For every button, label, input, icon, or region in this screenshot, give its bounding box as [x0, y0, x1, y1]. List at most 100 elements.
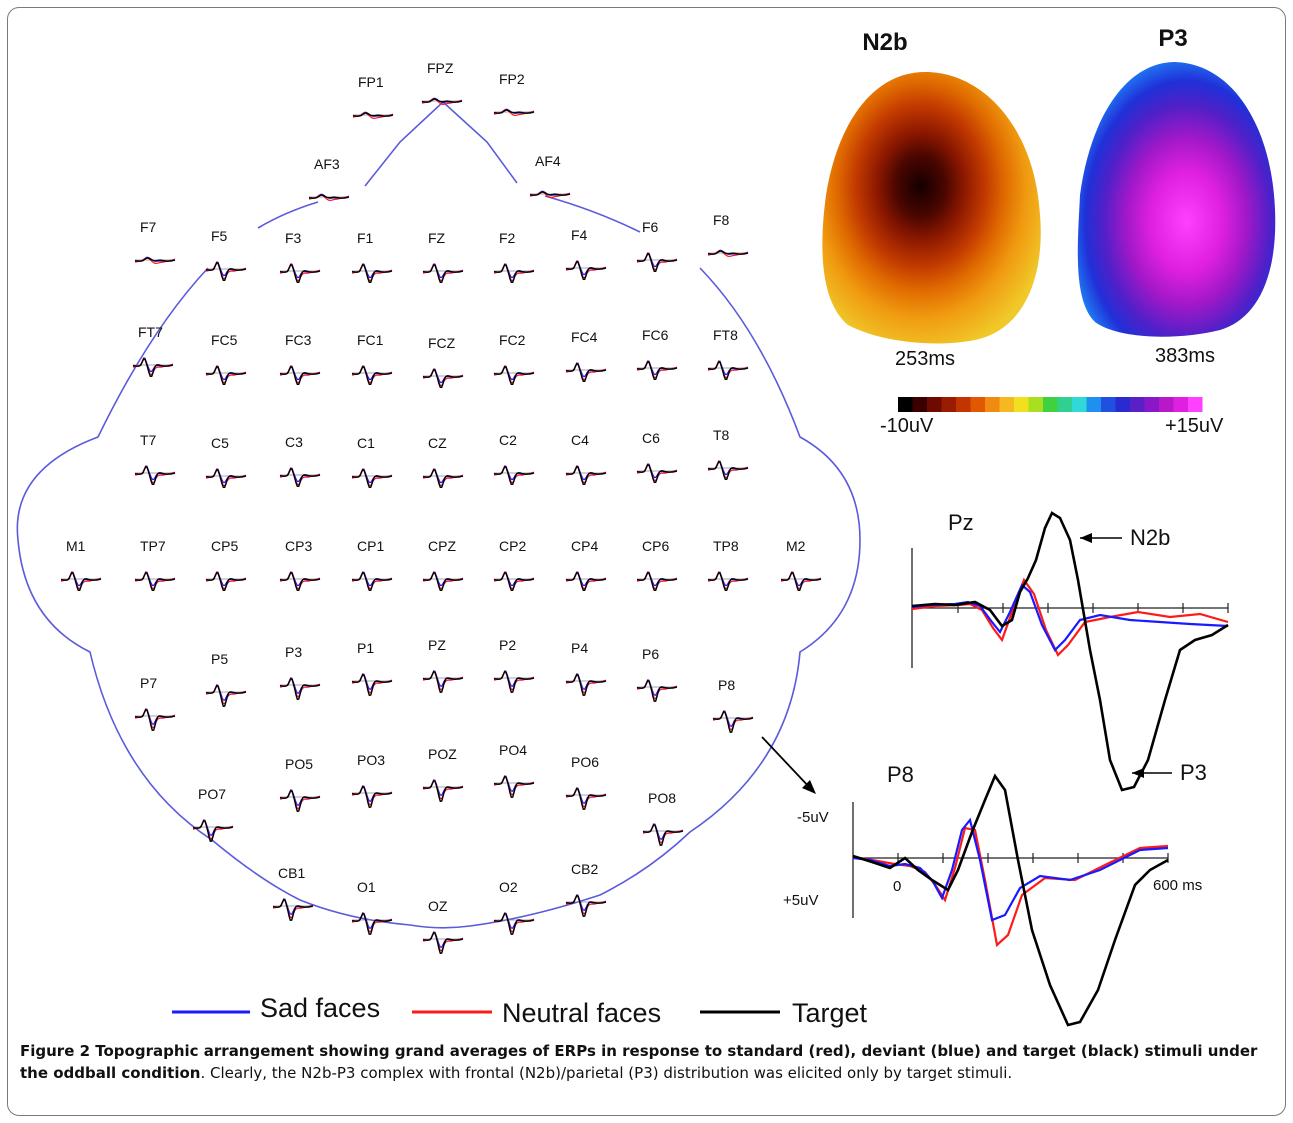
- electrode-target-trace: [493, 571, 535, 591]
- electrode-target-trace: [565, 787, 607, 810]
- electrode-label: CPZ: [428, 538, 456, 554]
- figure-caption: Figure 2 Topographic arrangement showing…: [20, 1040, 1270, 1084]
- electrode-fp1: FP1: [352, 74, 394, 120]
- electrode-target-trace: [636, 463, 678, 483]
- electrode-target-trace: [707, 571, 749, 591]
- electrode-pz: PZ: [422, 637, 464, 693]
- electrode-label: M1: [66, 538, 86, 554]
- electrode-label: C6: [642, 430, 660, 446]
- electrode-cpz: CPZ: [422, 538, 464, 591]
- electrode-label: CP3: [285, 538, 312, 554]
- electrode-c2: C2: [493, 432, 535, 485]
- electrode-p6: P6: [636, 646, 678, 702]
- caption-title: Figure 2 Topographic arrangement showing…: [20, 1042, 1258, 1082]
- electrode-target-trace: [565, 571, 607, 591]
- electrode-label: F1: [357, 230, 374, 246]
- electrode-label: T7: [140, 432, 157, 448]
- electrode-cb1: CB1: [272, 865, 314, 921]
- legend-label-neutral: Neutral faces: [502, 998, 661, 1028]
- n2b-arrowhead: [1080, 533, 1092, 543]
- electrode-target-trace: [279, 571, 321, 591]
- electrode-o1: O1: [351, 879, 393, 935]
- electrode-f3: F3: [279, 230, 321, 283]
- electrode-target-trace: [132, 357, 174, 377]
- p8-x-start-label: 0: [893, 878, 901, 895]
- electrode-target-trace: [565, 362, 607, 382]
- electrode-cb2: CB2: [565, 861, 607, 917]
- electrode-target-trace: [422, 368, 464, 388]
- electrode-label: PO3: [357, 752, 385, 768]
- electrode-target-trace: [493, 670, 535, 693]
- electrode-fc3: FC3: [279, 332, 321, 385]
- electrode-f8: F8: [707, 212, 749, 258]
- color-scale-swatch: [1115, 397, 1130, 412]
- electrode-target-trace: [205, 684, 247, 707]
- electrode-label: FT7: [138, 324, 163, 340]
- electrode-label: FT8: [713, 327, 738, 343]
- color-scale-min-label: -10uV: [880, 415, 934, 437]
- p8-y-bottom-label: +5uV: [783, 892, 818, 909]
- electrode-target-trace: [636, 360, 678, 380]
- electrode-label: P3: [285, 644, 302, 660]
- electrode-c6: C6: [636, 430, 678, 483]
- electrode-target-trace: [272, 898, 314, 921]
- electrode-label: CP6: [642, 538, 669, 554]
- p8-connector-arrow: [761, 736, 813, 791]
- electrode-target-trace: [565, 465, 607, 485]
- electrode-fz: FZ: [422, 230, 464, 283]
- electrode-target-trace: [351, 673, 393, 696]
- electrode-target-trace: [134, 465, 176, 485]
- electrode-fpz: FPZ: [421, 60, 463, 106]
- electrode-p3: P3: [279, 644, 321, 700]
- electrode-p8: P8: [712, 677, 754, 733]
- electrode-label: PO8: [648, 790, 676, 806]
- electrode-target-trace: [134, 257, 176, 262]
- electrode-grid: FP1 FPZ FP2 AF3 AF4 F7 F5 F3 F1 FZ F2 F4 F6 F8 FT7 FC5 F…: [60, 60, 822, 954]
- pz-neutral-trace: [911, 577, 1229, 657]
- color-scale-swatch: [1043, 397, 1058, 412]
- p8-y-top-label: -5uV: [797, 809, 829, 826]
- electrode-fc4: FC4: [565, 329, 607, 382]
- electrode-target-trace: [351, 912, 393, 935]
- electrode-tp7: TP7: [134, 538, 176, 591]
- electrode-target-trace: [529, 191, 571, 196]
- electrode-fc6: FC6: [636, 327, 678, 380]
- electrode-target-trace: [205, 468, 247, 488]
- n2b-annotation: N2b: [1130, 525, 1170, 550]
- electrode-label: FP1: [358, 74, 384, 90]
- electrode-target-trace: [636, 252, 678, 272]
- electrode-fcz: FCZ: [422, 335, 464, 388]
- color-scale-swatch: [912, 397, 927, 412]
- electrode-label: FZ: [428, 230, 446, 246]
- electrode-label: FC3: [285, 332, 312, 348]
- electrode-target-trace: [205, 365, 247, 385]
- electrode-fc1: FC1: [351, 332, 393, 385]
- electrode-label: FC2: [499, 332, 526, 348]
- electrode-label: F3: [285, 230, 302, 246]
- electrode-label: PO4: [499, 742, 527, 758]
- color-scale-swatch: [1159, 397, 1174, 412]
- electrode-cp2: CP2: [493, 538, 535, 591]
- electrode-p2: P2: [493, 637, 535, 693]
- electrode-target-trace: [279, 789, 321, 812]
- electrode-target-trace: [205, 571, 247, 591]
- figure-panel: FP1 FPZ FP2 AF3 AF4 F7 F5 F3 F1 FZ F2 F4 F6 F8 FT7 FC5 F…: [16, 25, 1276, 1028]
- electrode-target-trace: [707, 250, 749, 255]
- electrode-af4: AF4: [529, 153, 571, 199]
- electrode-target-trace: [351, 785, 393, 808]
- electrode-target-trace: [565, 260, 607, 280]
- pz-target-trace: [911, 511, 1229, 792]
- p3-arrowhead: [1132, 768, 1144, 778]
- color-scale-max-label: +15uV: [1165, 415, 1224, 437]
- electrode-t8: T8: [707, 427, 749, 480]
- electrode-p7: P7: [134, 675, 176, 731]
- legend-label-target: Target: [792, 998, 868, 1028]
- color-scale-swatch: [1101, 397, 1116, 412]
- electrode-target-trace: [493, 263, 535, 283]
- electrode-oz: OZ: [422, 898, 464, 954]
- color-scale-swatch: [1130, 397, 1145, 412]
- electrode-target-trace: [279, 677, 321, 700]
- electrode-target-trace: [279, 263, 321, 283]
- electrode-label: F4: [571, 227, 588, 243]
- electrode-target-trace: [780, 571, 822, 591]
